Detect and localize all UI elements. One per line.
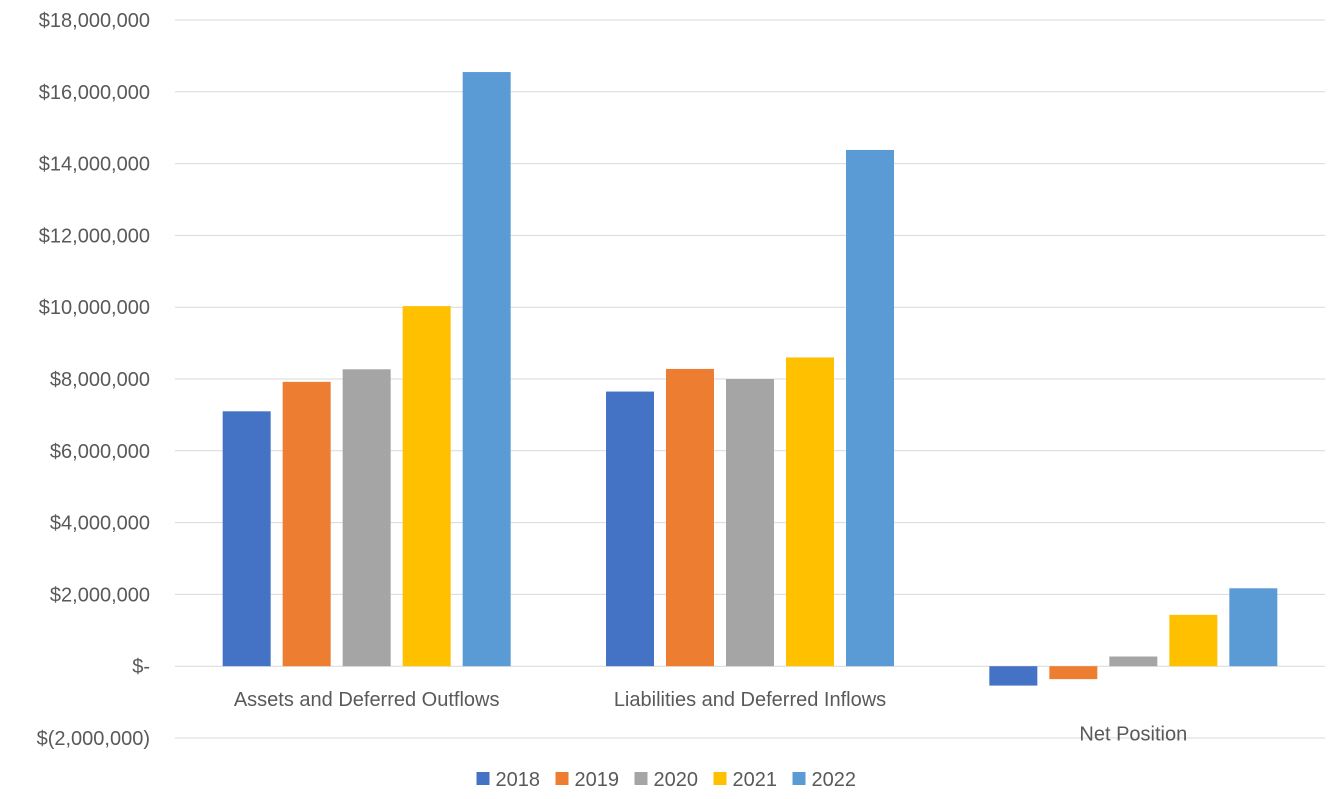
legend-label: 2021 (733, 769, 778, 791)
y-tick-label: $16,000,000 (39, 82, 150, 104)
y-tick-label: $12,000,000 (39, 225, 150, 247)
category-label: Liabilities and Deferred Inflows (614, 689, 886, 711)
legend-item-2019: 2019 (555, 769, 620, 791)
bar-2020-2 (1109, 656, 1158, 667)
y-tick-label: $8,000,000 (50, 369, 150, 391)
bar-2021-2 (1169, 614, 1218, 667)
y-tick-label: $2,000,000 (50, 584, 150, 606)
legend-swatch (634, 772, 648, 785)
y-tick-label: $(2,000,000) (37, 728, 150, 750)
y-tick-label: $- (132, 656, 150, 678)
legend-swatch (555, 772, 569, 785)
y-axis-tick-labels: $18,000,000 $16,000,000 $14,000,000 $12,000… (37, 10, 150, 750)
bar-2021-0 (402, 306, 451, 667)
legend-label: 2022 (812, 769, 857, 791)
y-tick-label: $10,000,000 (39, 297, 150, 319)
legend-label: 2020 (654, 769, 699, 791)
category-label: Assets and Deferred Outflows (234, 689, 500, 711)
y-tick-label: $18,000,000 (39, 10, 150, 32)
y-tick-label: $4,000,000 (50, 513, 150, 535)
bar-2018-2 (989, 666, 1038, 686)
legend-swatch (792, 772, 806, 785)
bar-2022-1 (846, 149, 894, 667)
bar-2022-2 (1229, 588, 1278, 667)
y-tick-label: $14,000,000 (39, 154, 150, 176)
bar-2018-1 (606, 391, 654, 667)
legend-swatch (476, 772, 490, 785)
legend-label: 2018 (496, 769, 541, 791)
bar-2019-0 (282, 381, 331, 667)
bar-2020-0 (342, 369, 391, 667)
category-label: Net Position (1079, 724, 1187, 746)
bar-2018-0 (222, 411, 271, 667)
bars (222, 72, 1278, 686)
legend-item-2022: 2022 (792, 769, 857, 791)
bar-2020-1 (726, 379, 774, 667)
x-axis-category-labels: Assets and Deferred Outflows Liabilities … (234, 689, 1187, 745)
legend-label: 2019 (575, 769, 620, 791)
legend-item-2021: 2021 (713, 769, 778, 791)
bar-2019-1 (666, 368, 714, 667)
legend-item-2020: 2020 (634, 769, 699, 791)
bar-2021-1 (786, 357, 834, 667)
y-tick-label: $6,000,000 (50, 441, 150, 463)
bar-2019-2 (1049, 666, 1098, 680)
bar-2022-0 (462, 72, 511, 667)
legend-item-2018: 2018 (476, 769, 541, 791)
legend: 2018 2019 2020 2021 2022 (476, 769, 857, 791)
legend-swatch (713, 772, 727, 785)
